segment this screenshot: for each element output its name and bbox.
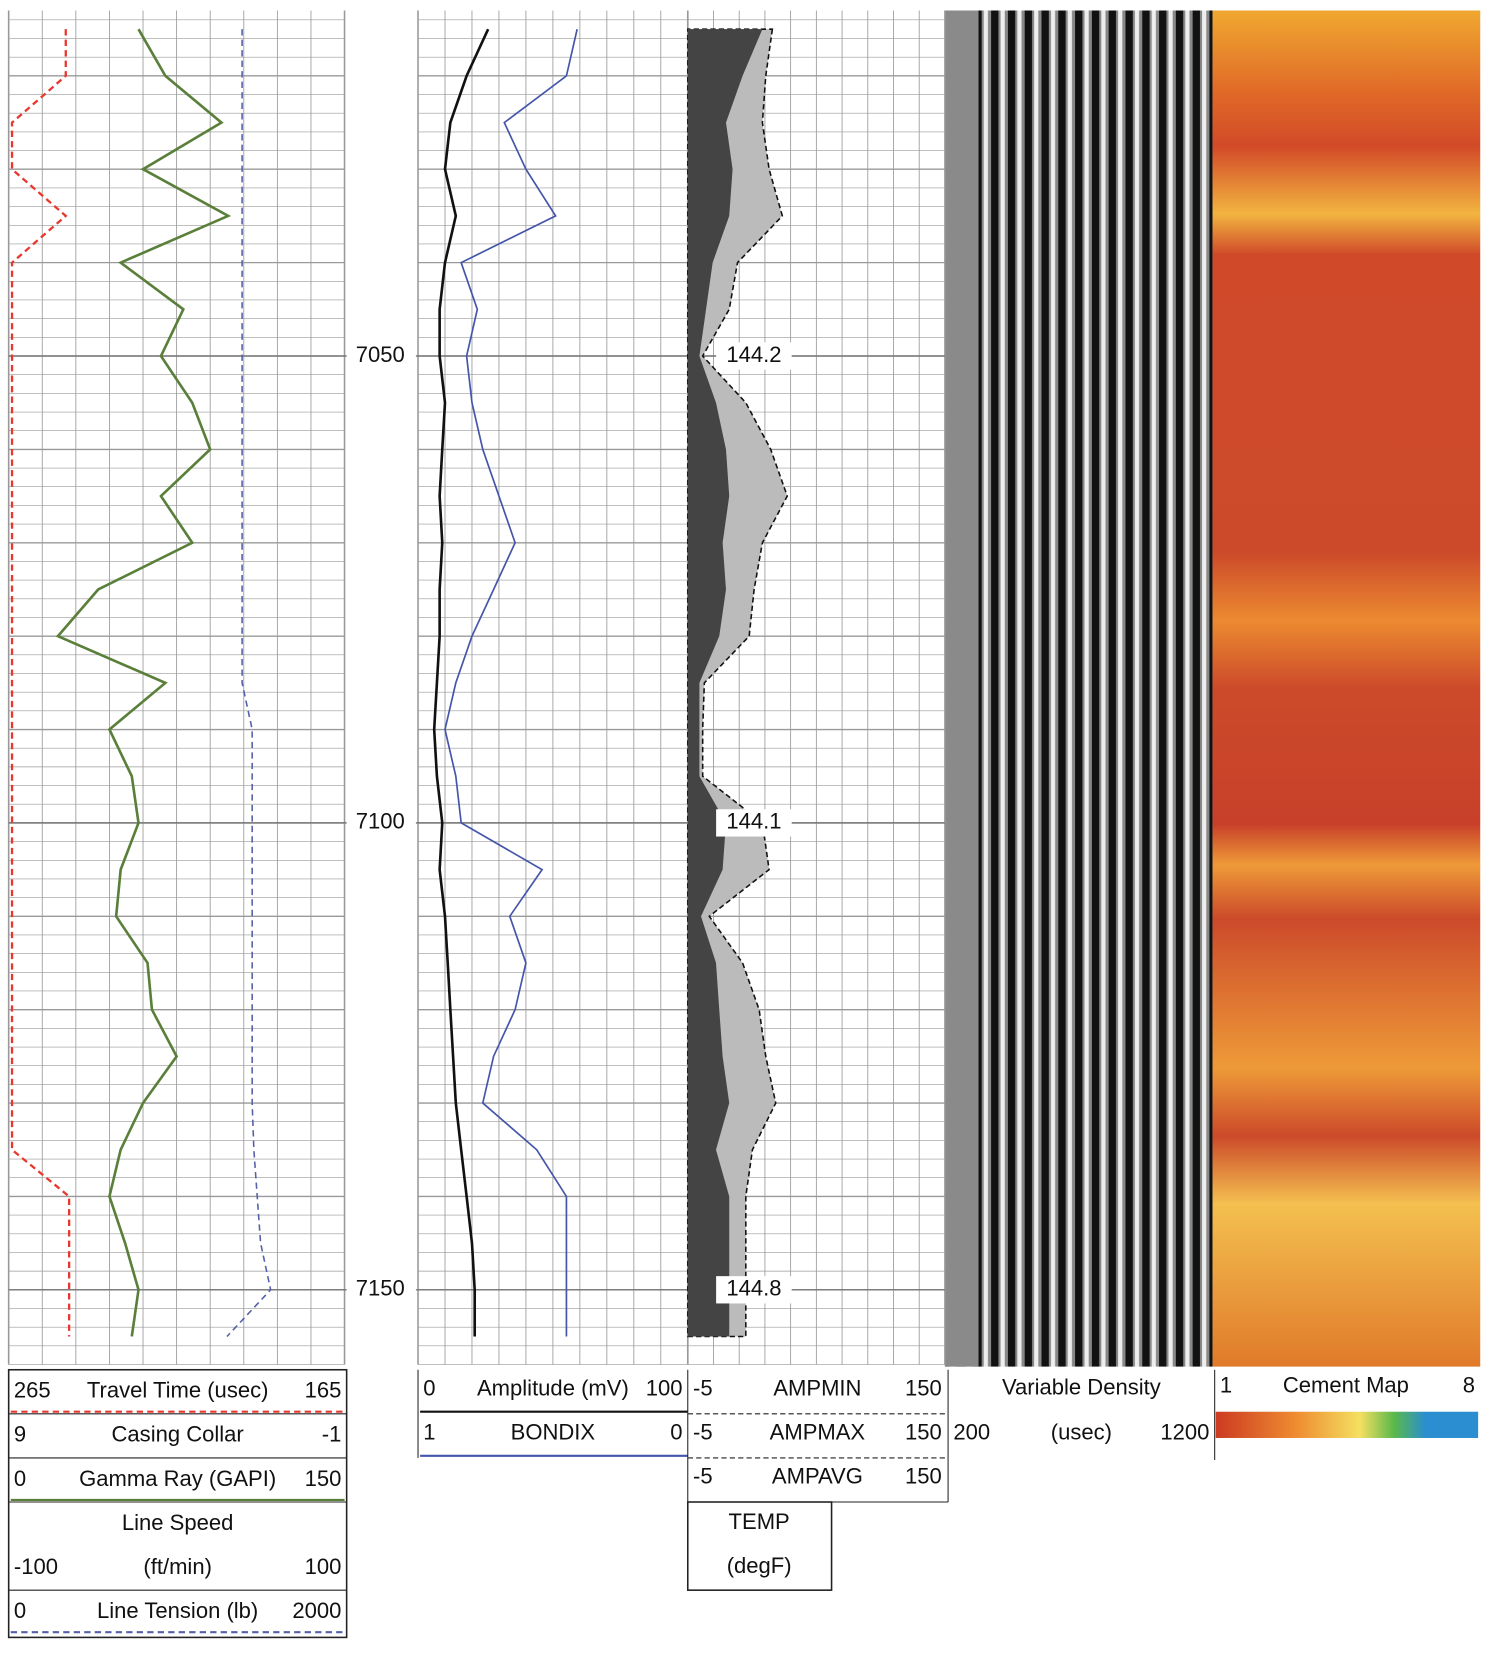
header-text: 150 — [305, 1466, 342, 1491]
header-text: (degF) — [727, 1553, 792, 1578]
temp-label: 144.2 — [726, 342, 781, 367]
header-text: AMPMAX — [770, 1420, 866, 1445]
header-cell — [7, 1368, 348, 1639]
header-text: -100 — [14, 1554, 58, 1579]
header-text: -5 — [693, 1464, 713, 1489]
header-text: Amplitude (mV) — [477, 1376, 629, 1401]
vdl-image — [944, 10, 1213, 1367]
header-text: 100 — [305, 1554, 342, 1579]
curve — [444, 28, 578, 1337]
header-text: 1200 — [1160, 1420, 1209, 1445]
header-text: AMPMIN — [773, 1376, 861, 1401]
header-text: 0 — [14, 1598, 26, 1623]
header-text: 150 — [905, 1420, 942, 1445]
header-text: Casing Collar — [112, 1422, 244, 1447]
header-text: 8 — [1463, 1372, 1475, 1397]
header-text: Line Tension (lb) — [97, 1598, 258, 1623]
depth-label: 7050 — [356, 342, 405, 367]
vdl-band — [944, 10, 979, 1367]
depth-label-bg — [346, 1276, 416, 1304]
header-text: (ft/min) — [143, 1554, 212, 1579]
header-text: 1 — [1220, 1372, 1232, 1397]
header-text: 200 — [953, 1420, 990, 1445]
header-text: 2000 — [292, 1598, 341, 1623]
header-cell — [686, 1501, 833, 1591]
temp-label-bg — [716, 1276, 792, 1304]
curves: 144.2 144.1 144.8 — [10, 28, 792, 1338]
header-text: -5 — [693, 1376, 713, 1401]
cement-map-image — [1212, 10, 1481, 1367]
header-text: Gamma Ray (GAPI) — [79, 1466, 276, 1491]
grid: 7050 7100 7150 — [7, 10, 946, 1365]
curve — [432, 28, 490, 1337]
curve — [55, 28, 232, 1337]
header-text: BONDIX — [511, 1420, 596, 1445]
curve — [226, 29, 272, 1338]
cement-color-bar — [1215, 1411, 1479, 1438]
depth-label: 7100 — [356, 809, 405, 834]
header-text: 150 — [905, 1376, 942, 1401]
header-text: Travel Time (usec) — [87, 1378, 269, 1403]
curve — [10, 29, 71, 1337]
temp-label-bg — [716, 342, 792, 370]
header-text: -1 — [322, 1422, 342, 1447]
depth-label-bg — [346, 809, 416, 837]
header-text: TEMP — [729, 1509, 790, 1534]
headers: 265 Travel Time (usec) 165 9 Casing Collar -1… — [7, 1368, 1475, 1639]
header-text: 1 — [423, 1420, 435, 1445]
header-text: 0 — [14, 1466, 26, 1491]
depth-label: 7150 — [356, 1276, 405, 1301]
amp-area — [687, 29, 763, 1337]
header-text: 265 — [14, 1378, 51, 1403]
header-text: 9 — [14, 1422, 26, 1447]
header-text: Line Speed — [122, 1510, 233, 1535]
header-text: Variable Density — [1002, 1374, 1161, 1399]
header-text: AMPAVG — [772, 1464, 863, 1489]
header-text: 0 — [423, 1376, 435, 1401]
depth-label-bg — [346, 342, 416, 370]
header-text: 100 — [646, 1376, 683, 1401]
temp-label: 144.1 — [726, 809, 781, 834]
header-text: (usec) — [1051, 1420, 1112, 1445]
temp-label-bg — [716, 809, 792, 837]
header-text: 0 — [670, 1420, 682, 1445]
header-text: Cement Map — [1283, 1372, 1409, 1397]
temp-label: 144.8 — [726, 1276, 781, 1301]
header-text: 165 — [305, 1378, 342, 1403]
header-text: -5 — [693, 1420, 713, 1445]
header-text: 150 — [905, 1464, 942, 1489]
